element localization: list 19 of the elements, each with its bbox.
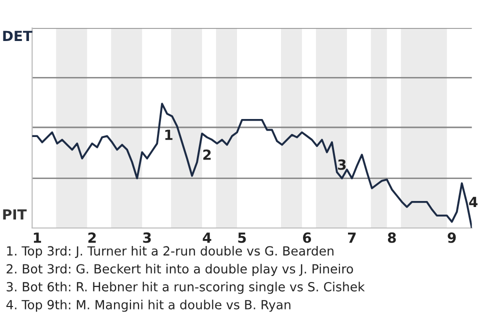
x-tick-label: 9 [448, 232, 456, 243]
x-tick-label: 1 [34, 232, 42, 243]
annotation: 2 [203, 149, 211, 160]
x-tick-label: 4 [202, 232, 212, 243]
x-tick-label: 6 [302, 232, 312, 243]
x-tick-label: 8 [388, 232, 396, 243]
x-tick-label: 2 [88, 232, 96, 243]
text: PIT [3, 209, 27, 220]
text: 4. Top 9th: M. Mangini hit a double vs B. Ryan [6, 300, 290, 312]
x-tick-label: 5 [238, 232, 246, 243]
text: 2. Bot 3rd: G. Beckert hit into a double play vs J. Pineiro [6, 264, 353, 276]
x-tick-label: 7 [348, 232, 356, 243]
x-tick-label: 3 [143, 232, 151, 243]
text: DET [3, 30, 32, 41]
annotation: 1 [165, 130, 172, 140]
annotation: 4 [469, 196, 478, 207]
annotation: 3 [338, 159, 346, 170]
text: 3. Bot 6th: R. Hebner hit a run-scoring single vs S. Cishek [6, 282, 365, 294]
text: 1. Top 3rd: J. Turner hit a 2-run double vs G. Bearden [7, 246, 334, 258]
